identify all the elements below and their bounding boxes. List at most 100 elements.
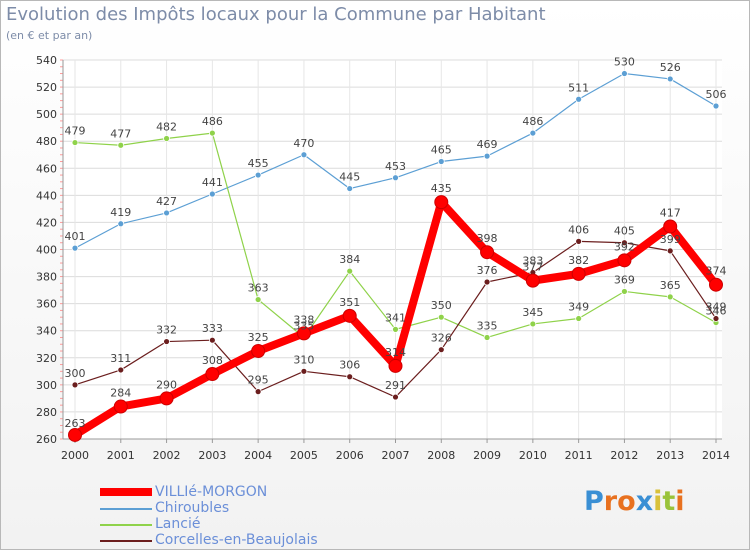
data-label: 465 bbox=[431, 144, 452, 157]
data-label: 399 bbox=[660, 233, 681, 246]
legend-swatch bbox=[100, 540, 152, 542]
data-point bbox=[163, 135, 170, 142]
logo-letter: t bbox=[662, 486, 676, 517]
data-label: 346 bbox=[706, 305, 727, 318]
data-point bbox=[300, 151, 308, 159]
data-label: 365 bbox=[660, 279, 681, 292]
data-point bbox=[621, 70, 628, 77]
legend-swatch bbox=[100, 488, 152, 496]
data-label: 369 bbox=[614, 273, 635, 286]
data-label: 300 bbox=[65, 367, 86, 380]
y-tick-label: 420 bbox=[36, 216, 57, 229]
data-label: 306 bbox=[339, 359, 360, 372]
data-point bbox=[483, 334, 491, 341]
data-point bbox=[163, 338, 170, 345]
x-tick-label: 2005 bbox=[290, 449, 318, 462]
data-point bbox=[296, 326, 311, 341]
x-tick-label: 2009 bbox=[473, 449, 501, 462]
y-tick-label: 320 bbox=[36, 352, 57, 365]
data-label: 325 bbox=[248, 331, 269, 344]
y-tick-label: 360 bbox=[36, 298, 57, 311]
legend-label: Lancié bbox=[155, 516, 201, 532]
data-point bbox=[621, 239, 628, 247]
data-label: 335 bbox=[293, 319, 314, 332]
y-tick-label: 380 bbox=[36, 271, 57, 284]
data-label: 392 bbox=[614, 240, 635, 253]
y-tick-label: 340 bbox=[36, 325, 57, 338]
logo-letter: o bbox=[617, 486, 636, 517]
data-point bbox=[437, 346, 445, 354]
logo-letter: i bbox=[653, 486, 663, 517]
data-point bbox=[71, 381, 79, 389]
data-point bbox=[617, 253, 632, 268]
data-label: 511 bbox=[568, 81, 589, 94]
data-point bbox=[346, 267, 354, 275]
legend-label: Chiroubles bbox=[155, 500, 230, 516]
data-point bbox=[525, 273, 540, 288]
x-tick-label: 2007 bbox=[382, 449, 410, 462]
data-point bbox=[208, 190, 216, 198]
logo-letter: r bbox=[603, 486, 618, 517]
proxiti-logo: Proxiti bbox=[584, 486, 685, 517]
data-label: 445 bbox=[339, 171, 360, 184]
data-label: 486 bbox=[202, 115, 223, 128]
data-label: 506 bbox=[706, 88, 727, 101]
data-point bbox=[254, 296, 262, 303]
data-label: 263 bbox=[65, 417, 86, 430]
legend-swatch bbox=[100, 524, 152, 526]
data-point bbox=[575, 315, 583, 322]
data-label: 314 bbox=[385, 346, 406, 359]
data-point bbox=[434, 195, 449, 210]
data-label: 486 bbox=[522, 115, 543, 128]
logo-letter: i bbox=[675, 486, 685, 517]
data-point bbox=[712, 315, 720, 322]
data-point bbox=[575, 95, 583, 103]
x-tick-label: 2010 bbox=[519, 449, 547, 462]
legend-swatch bbox=[100, 508, 152, 510]
data-label: 326 bbox=[431, 332, 452, 345]
data-label: 383 bbox=[522, 255, 543, 268]
data-point bbox=[483, 152, 491, 160]
data-point bbox=[712, 102, 720, 110]
data-point bbox=[159, 391, 174, 406]
data-point bbox=[117, 366, 125, 374]
data-point bbox=[388, 358, 403, 373]
data-label: 311 bbox=[110, 352, 131, 365]
data-point bbox=[208, 129, 216, 137]
data-label: 295 bbox=[248, 374, 269, 387]
data-label: 349 bbox=[706, 301, 727, 314]
x-tick-label: 2013 bbox=[656, 449, 684, 462]
data-label: 345 bbox=[522, 306, 543, 319]
data-point bbox=[300, 367, 308, 375]
data-label: 363 bbox=[248, 282, 269, 295]
data-label: 435 bbox=[431, 182, 452, 195]
logo-letter: x bbox=[635, 486, 654, 517]
x-tick-label: 2011 bbox=[565, 449, 593, 462]
data-point bbox=[71, 244, 79, 252]
data-point bbox=[483, 278, 491, 286]
y-tick-label: 260 bbox=[36, 433, 57, 446]
x-tick-label: 2008 bbox=[427, 449, 455, 462]
y-tick-label: 480 bbox=[36, 135, 57, 148]
data-point bbox=[663, 219, 678, 234]
data-label: 384 bbox=[339, 253, 360, 266]
data-point bbox=[71, 139, 79, 146]
y-tick-label: 520 bbox=[36, 81, 57, 94]
data-label: 419 bbox=[110, 206, 131, 219]
data-label: 351 bbox=[339, 296, 360, 309]
x-tick-label: 2001 bbox=[107, 449, 135, 462]
x-tick-label: 2002 bbox=[153, 449, 181, 462]
data-point bbox=[437, 158, 445, 165]
data-label: 405 bbox=[614, 225, 635, 238]
data-point bbox=[254, 171, 262, 179]
y-tick-label: 460 bbox=[36, 162, 57, 175]
data-point bbox=[117, 220, 125, 228]
x-tick-label: 2006 bbox=[336, 449, 364, 462]
data-point bbox=[342, 308, 357, 323]
data-label: 333 bbox=[202, 322, 223, 335]
data-label: 376 bbox=[477, 264, 498, 277]
data-point bbox=[205, 367, 220, 382]
data-point bbox=[575, 237, 583, 245]
data-label: 332 bbox=[156, 324, 177, 337]
